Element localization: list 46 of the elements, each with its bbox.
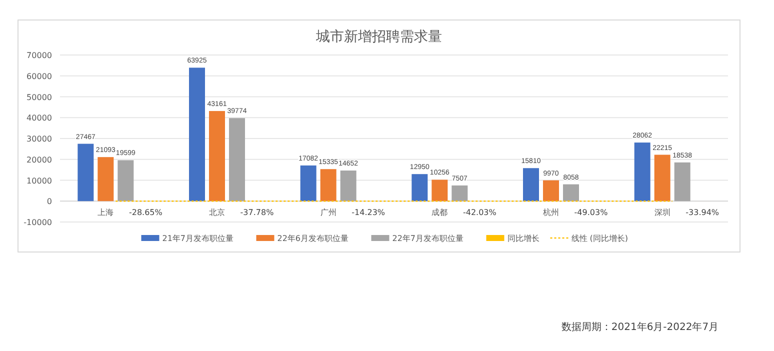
bar xyxy=(412,174,428,202)
bar xyxy=(674,162,690,202)
text: 数据周期：2021年6月-2022年7月 xyxy=(561,321,719,333)
bar xyxy=(452,185,468,202)
x-tick-label: 广州 xyxy=(320,208,336,218)
bar xyxy=(229,118,245,202)
x-tick-label: 北京 xyxy=(209,208,225,218)
bar xyxy=(300,165,316,202)
data-label: -14.23% xyxy=(352,208,386,218)
y-tick-label: 50000 xyxy=(26,92,52,102)
y-tick-label: 40000 xyxy=(26,114,52,123)
bar xyxy=(654,154,670,202)
bar xyxy=(563,184,579,202)
bar xyxy=(209,111,225,202)
bar xyxy=(320,169,336,202)
legend-label: 线性 (同比增长) xyxy=(571,234,628,243)
bar xyxy=(98,157,114,202)
data-label: -28.65% xyxy=(128,208,163,218)
x-tick-label: 深圳 xyxy=(654,208,670,218)
y-tick-label: 70000 xyxy=(26,51,52,60)
bar xyxy=(523,168,539,202)
data-label: -33.94% xyxy=(686,208,720,218)
bar xyxy=(432,180,448,202)
bar xyxy=(543,180,559,202)
y-tick-label: 20000 xyxy=(26,155,52,164)
x-tick-label: 杭州 xyxy=(542,208,559,218)
data-label: -42.03% xyxy=(462,208,497,218)
x-tick-label: 上海 xyxy=(98,208,114,218)
legend-label: 同比增长 xyxy=(507,234,540,243)
legend-label: 22年6月发布职位量 xyxy=(277,234,349,243)
y-tick-label: 0 xyxy=(46,197,52,206)
data-label: -37.78% xyxy=(240,208,274,218)
bar xyxy=(340,170,356,202)
y-tick-label: 60000 xyxy=(26,72,52,81)
data-label: -49.03% xyxy=(574,208,608,218)
y-tick-label: -10000 xyxy=(24,218,52,227)
y-tick-label: 10000 xyxy=(26,176,52,186)
bar xyxy=(78,144,94,202)
y-tick-label: 30000 xyxy=(26,134,52,144)
bar xyxy=(118,160,134,202)
bar xyxy=(189,68,205,202)
legend-label: 22年7月发布职位量 xyxy=(392,234,464,243)
chart-title: 城市新增招聘需求量 xyxy=(315,29,442,45)
legend-label: 21年7月发布职位量 xyxy=(162,234,234,243)
bar xyxy=(634,142,650,202)
x-tick-label: 成都 xyxy=(432,208,448,218)
